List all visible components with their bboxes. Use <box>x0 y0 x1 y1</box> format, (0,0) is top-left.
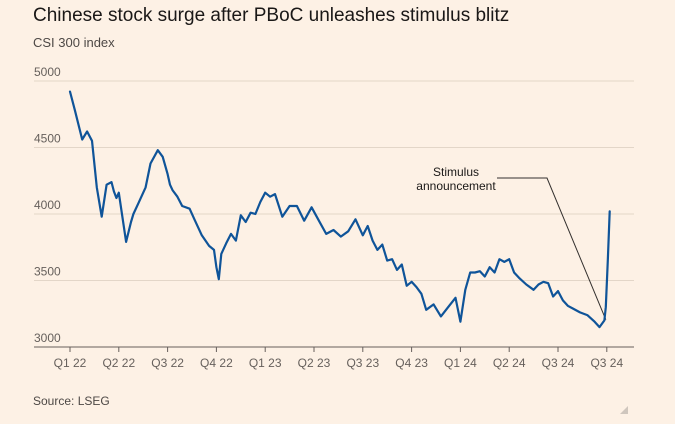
y-tick-label-3500: 3500 <box>34 265 61 279</box>
axis-layer: 3000 3500 4000 4500 5000 Q1 22 Q2 22 Q3 22 Q4 22… <box>34 65 623 370</box>
x-tick-label-1: Q2 22 <box>102 356 135 370</box>
x-tick-label-0: Q1 22 <box>54 356 87 370</box>
x-tick-label-9: Q2 24 <box>493 356 526 370</box>
source-note: Source: LSEG <box>33 394 110 408</box>
series-line-csi-300 <box>68 90 611 329</box>
y-tick-label-3000: 3000 <box>34 331 61 345</box>
x-tick-label-2: Q3 22 <box>151 356 184 370</box>
x-tick-label-11: Q3 24 <box>590 356 623 370</box>
x-tick-label-7: Q4 23 <box>395 356 428 370</box>
y-tick-label-5000: 5000 <box>34 65 61 79</box>
chart-subtitle: CSI 300 index <box>33 35 115 50</box>
x-tick-label-4: Q1 23 <box>249 356 282 370</box>
x-tick-label-8: Q1 24 <box>444 356 477 370</box>
chart-title: Chinese stock surge after PBoC unleashes… <box>33 5 510 26</box>
x-tick-label-3: Q4 22 <box>200 356 233 370</box>
x-tick-label-6: Q3 23 <box>346 356 379 370</box>
x-tick-label-10: Q3 24 <box>542 356 575 370</box>
y-tick-label-4000: 4000 <box>34 198 61 212</box>
annotation-leader-line <box>497 177 607 320</box>
annotation-label-1: announcement <box>416 179 496 193</box>
series-layer <box>68 90 611 329</box>
resize-corner-icon <box>620 406 628 414</box>
annotation-label-0: Stimulus <box>433 165 479 179</box>
y-tick-label-4500: 4500 <box>34 132 61 146</box>
grid-layer <box>34 80 634 348</box>
x-tick-label-5: Q2 23 <box>298 356 331 370</box>
